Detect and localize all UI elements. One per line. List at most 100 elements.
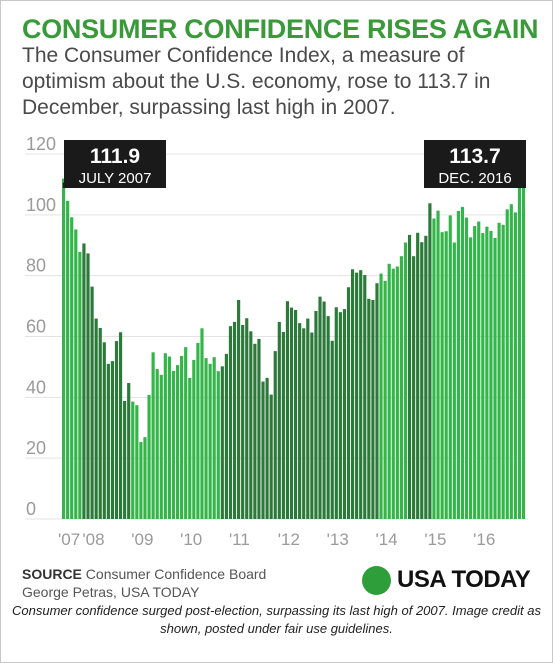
y-tick-label: 0 [26, 499, 36, 519]
bar [395, 266, 399, 519]
y-tick-label: 120 [26, 134, 56, 154]
bar [139, 442, 143, 519]
x-tick-label: '13 [327, 530, 349, 549]
bar [346, 287, 351, 519]
bar [220, 366, 224, 519]
bar [200, 328, 204, 519]
bar [163, 353, 167, 519]
y-tick-label: 60 [26, 317, 46, 337]
bar [440, 232, 444, 520]
callout-box [64, 140, 166, 188]
y-tick-label: 100 [26, 195, 56, 215]
x-tick-label: '07 [58, 530, 80, 549]
bar [249, 331, 253, 519]
bar [196, 342, 200, 519]
bar [277, 321, 281, 519]
bar [424, 235, 428, 519]
chart-subtitle: The Consumer Confidence Index, a measure… [22, 44, 491, 119]
bar [485, 226, 489, 519]
author-credit: George Petras, USA TODAY [22, 584, 200, 600]
bar [151, 352, 155, 519]
bar [281, 331, 285, 519]
bar [208, 363, 212, 520]
bar [94, 318, 98, 519]
bar [232, 321, 237, 519]
bar [241, 324, 245, 519]
bar [318, 296, 322, 519]
bar [74, 229, 78, 519]
callout-value: 113.7 [449, 145, 500, 168]
bar [106, 363, 110, 520]
source-label: SOURCE [22, 566, 82, 582]
bar [436, 210, 440, 519]
bar [448, 215, 452, 519]
bar [159, 374, 163, 519]
bar [192, 359, 196, 519]
bar [175, 365, 180, 519]
bar [338, 312, 342, 519]
bar [114, 341, 119, 519]
bar [444, 231, 448, 519]
bar [355, 272, 359, 520]
x-tick-label: '11 [229, 530, 250, 549]
bar [289, 307, 294, 519]
bar [123, 400, 127, 519]
bar [86, 253, 90, 519]
bar [497, 222, 501, 520]
bar [224, 353, 228, 519]
bar [350, 269, 355, 519]
callout-box [424, 140, 526, 188]
bar [228, 326, 233, 519]
bar [188, 377, 192, 519]
chart-title: CONSUMER CONFIDENCE RISES AGAIN [22, 14, 539, 44]
bar [391, 268, 395, 519]
bar [245, 318, 249, 519]
image-caption: Consumer confidence surged post-election… [12, 603, 541, 636]
bar [265, 377, 269, 519]
bar [118, 332, 123, 519]
bar [501, 224, 505, 519]
x-tick-label: '16 [473, 530, 495, 549]
bar [330, 340, 334, 519]
bar [180, 355, 184, 519]
bar [420, 242, 424, 519]
bar [412, 256, 416, 519]
x-tick-label: '09 [131, 530, 153, 549]
bar [131, 401, 135, 519]
bar [78, 251, 82, 519]
bar [167, 356, 171, 519]
bar [513, 212, 517, 519]
bar [371, 300, 375, 519]
logo-text: USA TODAY [397, 566, 531, 593]
bar [456, 210, 460, 519]
bar [493, 237, 497, 519]
bar [261, 381, 265, 519]
bar [428, 203, 432, 519]
bar [90, 286, 94, 519]
bar [98, 327, 102, 519]
bar [302, 328, 306, 519]
bar [171, 370, 176, 519]
bar [147, 394, 151, 519]
bar [237, 300, 241, 519]
y-tick-label: 20 [26, 438, 46, 458]
bar [517, 186, 522, 520]
bar [70, 217, 74, 519]
bar [481, 233, 485, 519]
logo-dot-icon [362, 565, 391, 595]
x-tick-label: '10 [180, 530, 202, 549]
bar [143, 437, 147, 519]
bar [322, 301, 326, 519]
bar [375, 283, 379, 519]
bar [273, 351, 277, 519]
bar [184, 347, 188, 519]
callout-value: 111.9 [90, 145, 140, 168]
bar [432, 218, 436, 520]
x-tick-label: '15 [424, 530, 446, 549]
bar [212, 357, 216, 519]
y-tick-label: 40 [26, 377, 46, 397]
x-tick-label: '14 [375, 530, 397, 549]
bar [253, 343, 257, 519]
bar [379, 273, 383, 519]
bar [257, 338, 261, 519]
